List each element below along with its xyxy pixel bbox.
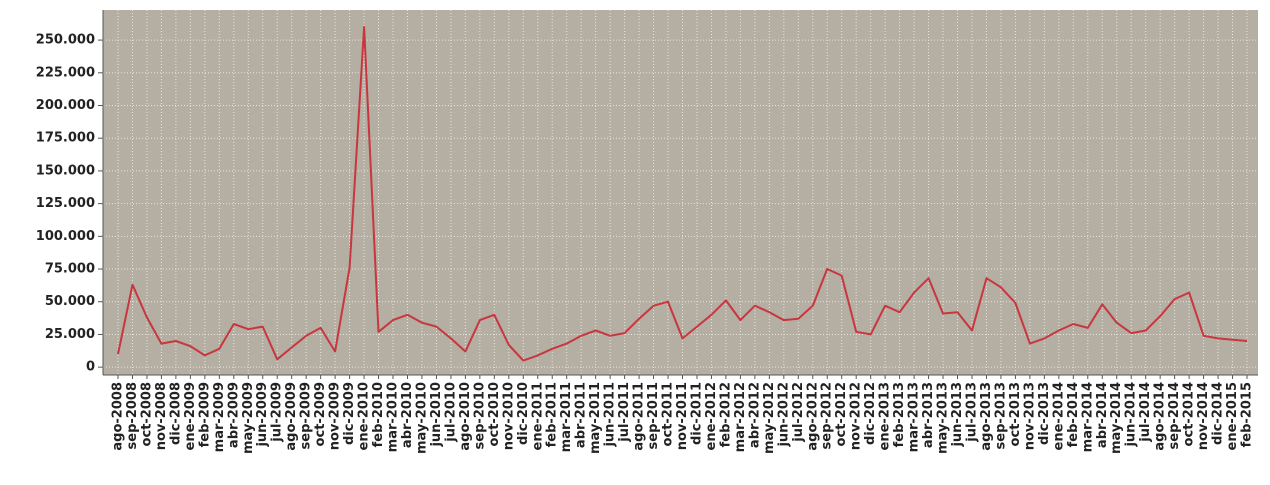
x-tick-label: nov-2009 bbox=[328, 382, 343, 450]
x-tick-label: sep-2010 bbox=[472, 382, 487, 449]
x-tick-label: oct-2010 bbox=[487, 382, 502, 446]
x-tick-label: abr-2011 bbox=[574, 382, 589, 448]
x-tick-label: ago-2011 bbox=[632, 382, 647, 451]
x-tick-label: jul-2013 bbox=[964, 382, 979, 443]
y-tick-label: 75.000 bbox=[45, 262, 95, 277]
x-tick-label: abr-2014 bbox=[1095, 382, 1110, 448]
x-tick-label: may-2014 bbox=[1109, 382, 1124, 454]
y-tick-label: 100.000 bbox=[36, 229, 95, 244]
x-tick-label: ene-2014 bbox=[1051, 382, 1066, 450]
x-tick-label: nov-2011 bbox=[675, 382, 690, 450]
x-tick-label: dic-2012 bbox=[863, 382, 878, 445]
x-tick-label: may-2012 bbox=[762, 382, 777, 454]
x-tick-label: jul-2010 bbox=[443, 382, 458, 443]
x-tick-label: ene-2012 bbox=[704, 382, 719, 450]
x-tick-label: jun-2009 bbox=[255, 382, 270, 448]
line-series bbox=[117, 26, 1248, 362]
x-tick-label: oct-2013 bbox=[1008, 382, 1023, 446]
x-tick-label: oct-2014 bbox=[1182, 382, 1197, 446]
x-tick-label: ene-2010 bbox=[357, 382, 372, 450]
x-tick-label: jul-2011 bbox=[617, 382, 632, 443]
x-tick-label: ago-2013 bbox=[979, 382, 994, 451]
x-tick-label: may-2010 bbox=[414, 382, 429, 454]
x-tick-label: ene-2011 bbox=[530, 382, 545, 450]
x-tick-label: feb-2010 bbox=[371, 382, 386, 447]
y-tick-label: 150.000 bbox=[36, 163, 95, 178]
y-tick-label: 0 bbox=[86, 360, 95, 375]
x-tick-label: ago-2012 bbox=[805, 382, 820, 451]
x-tick-label: jun-2012 bbox=[776, 382, 791, 448]
x-tick-label: dic-2009 bbox=[342, 382, 357, 445]
x-tick-label: ago-2008 bbox=[111, 382, 126, 451]
x-tick-label: mar-2010 bbox=[386, 382, 401, 452]
x-tick-label: feb-2011 bbox=[545, 382, 560, 447]
x-tick-label: ene-2009 bbox=[183, 382, 198, 450]
x-tick-label: feb-2014 bbox=[1066, 382, 1081, 447]
x-tick-label: feb-2009 bbox=[197, 382, 212, 447]
x-tick-label: ago-2009 bbox=[284, 382, 299, 451]
x-tick-label: may-2013 bbox=[936, 382, 951, 454]
x-tick-label: mar-2009 bbox=[212, 382, 227, 452]
x-tick-label: nov-2014 bbox=[1196, 382, 1211, 450]
y-tick-label: 250.000 bbox=[36, 33, 95, 48]
x-tick-label: jul-2009 bbox=[270, 382, 285, 443]
x-tick-label: mar-2013 bbox=[907, 382, 922, 452]
x-tick-label: may-2011 bbox=[588, 382, 603, 454]
x-tick-label: ene-2015 bbox=[1225, 382, 1240, 450]
x-tick-label: oct-2011 bbox=[661, 382, 676, 446]
x-tick-label: ago-2010 bbox=[458, 382, 473, 451]
x-tick-label: sep-2012 bbox=[820, 382, 835, 449]
y-tick-label: 125.000 bbox=[36, 196, 95, 211]
x-tick-label: nov-2013 bbox=[1022, 382, 1037, 450]
x-tick-label: mar-2011 bbox=[559, 382, 574, 452]
x-tick-label: jun-2014 bbox=[1124, 382, 1139, 448]
y-tick-label: 50.000 bbox=[45, 294, 95, 309]
x-tick-label: ago-2014 bbox=[1153, 382, 1168, 451]
x-tick-label: dic-2010 bbox=[516, 382, 531, 445]
x-tick-label: nov-2008 bbox=[154, 382, 169, 450]
x-tick-label: oct-2008 bbox=[139, 382, 154, 446]
x-tick-label: sep-2014 bbox=[1167, 382, 1182, 449]
x-tick-label: ene-2013 bbox=[878, 382, 893, 450]
x-tick-label: sep-2009 bbox=[299, 382, 314, 449]
x-tick-label: dic-2011 bbox=[689, 382, 704, 445]
x-tick-label: feb-2015 bbox=[1240, 382, 1255, 447]
x-tick-label: feb-2013 bbox=[892, 382, 907, 447]
x-tick-label: dic-2008 bbox=[168, 382, 183, 445]
x-tick-label: nov-2012 bbox=[849, 382, 864, 450]
x-tick-label: nov-2010 bbox=[501, 382, 516, 450]
x-tick-label: feb-2012 bbox=[718, 382, 733, 447]
y-tick-label: 200.000 bbox=[36, 98, 95, 113]
x-tick-label: sep-2013 bbox=[993, 382, 1008, 449]
y-tick-label: 25.000 bbox=[45, 327, 95, 342]
x-tick-label: jun-2011 bbox=[603, 382, 618, 448]
x-tick-label: oct-2012 bbox=[834, 382, 849, 446]
x-tick-label: abr-2013 bbox=[921, 382, 936, 448]
x-tick-label: jul-2014 bbox=[1138, 382, 1153, 443]
x-tick-label: sep-2008 bbox=[125, 382, 140, 449]
x-tick-label: jun-2013 bbox=[950, 382, 965, 448]
x-tick-label: abr-2010 bbox=[400, 382, 415, 448]
x-tick-label: sep-2011 bbox=[646, 382, 661, 449]
x-tick-label: oct-2009 bbox=[313, 382, 328, 446]
x-tick-label: jun-2010 bbox=[429, 382, 444, 448]
x-tick-label: may-2009 bbox=[241, 382, 256, 454]
x-tick-label: abr-2012 bbox=[747, 382, 762, 448]
x-tick-label: dic-2014 bbox=[1211, 382, 1226, 445]
y-tick-label: 175.000 bbox=[36, 131, 95, 146]
x-tick-label: abr-2009 bbox=[226, 382, 241, 448]
x-tick-label: jul-2012 bbox=[791, 382, 806, 443]
x-tick-label: mar-2014 bbox=[1080, 382, 1095, 452]
plot-area bbox=[103, 10, 1258, 375]
x-tick-label: dic-2013 bbox=[1037, 382, 1052, 445]
x-tick-label: mar-2012 bbox=[733, 382, 748, 452]
y-tick-label: 225.000 bbox=[36, 65, 95, 80]
